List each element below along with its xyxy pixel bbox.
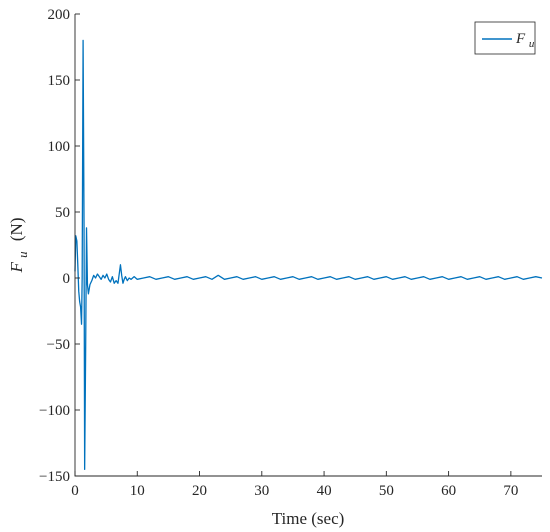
x-tick-label: 40 [317,483,332,499]
y-tick-label: −150 [39,469,70,485]
legend-label-sub: u [529,38,535,50]
legend-box [474,21,536,55]
legend-label-main: F [515,31,526,47]
y-axis-label-main: F [7,262,26,274]
ticks-layer: 0 10 20 30 40 50 60 70 −150 −100 −50 0 50 100 150 200 [39,7,518,499]
x-tick-label: 10 [130,483,145,499]
x-tick-label: 30 [254,483,269,499]
y-tick-label: 200 [48,7,71,23]
svg-text:F u: F u [515,31,535,50]
y-tick-label: −100 [39,403,70,419]
y-tick-label: 100 [48,139,71,155]
y-axis-label-sub: u [15,251,30,258]
x-tick-label: 20 [192,483,207,499]
y-axis-label: F u (N) [7,218,31,274]
series-layer [74,39,543,471]
series-line-0 [74,39,543,471]
legend: F u [474,21,536,55]
y-tick-label: 50 [55,205,70,221]
x-tick-label: 0 [71,483,79,499]
x-axis-label: Time (sec) [272,509,345,528]
y-tick-label: 150 [48,73,71,89]
x-tick-label: 60 [441,483,456,499]
x-tick-label: 50 [379,483,394,499]
y-tick-label: 0 [63,271,71,287]
plot-area [75,14,542,476]
y-axis-label-unit: (N) [7,218,26,242]
svg-text:F u (N): F u (N) [7,218,31,274]
x-tick-label: 70 [503,483,518,499]
y-tick-label: −50 [47,337,70,353]
